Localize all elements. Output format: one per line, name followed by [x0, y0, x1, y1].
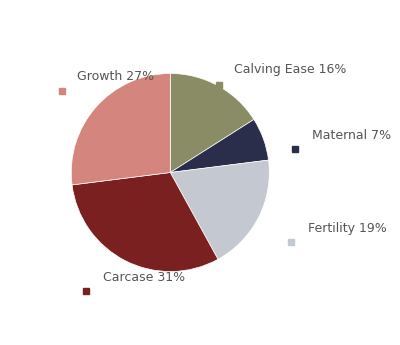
Text: Growth 27%: Growth 27% — [77, 70, 154, 83]
Text: Maternal 7%: Maternal 7% — [312, 129, 392, 142]
Wedge shape — [71, 73, 170, 185]
Wedge shape — [170, 73, 254, 172]
Wedge shape — [170, 119, 268, 172]
Wedge shape — [170, 160, 269, 259]
Text: Fertility 19%: Fertility 19% — [308, 222, 386, 235]
Text: Calving Ease 16%: Calving Ease 16% — [234, 63, 347, 77]
Wedge shape — [72, 172, 218, 272]
Text: Carcase 31%: Carcase 31% — [103, 271, 185, 284]
